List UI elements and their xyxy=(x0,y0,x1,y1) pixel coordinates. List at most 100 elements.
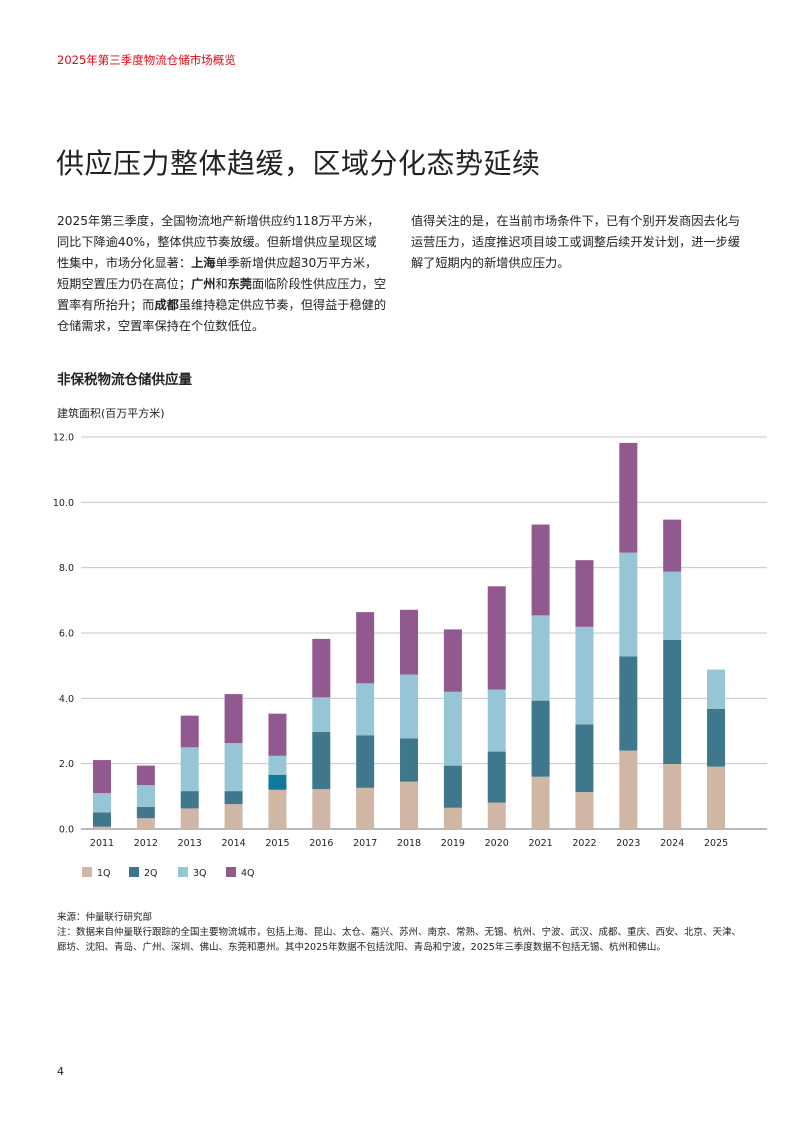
bar-segment-2013-3Q xyxy=(180,747,199,792)
x-tick-label: 2011 xyxy=(90,838,114,849)
source-text: 来源：仲量联行研究部 xyxy=(57,912,153,923)
bar-segment-2023-4Q xyxy=(619,442,638,553)
y-axis-label: 建筑面积(百万平方米) xyxy=(57,407,165,420)
bar-segment-2020-2Q xyxy=(487,751,506,803)
x-tick-label: 2015 xyxy=(265,838,289,849)
paragraph-text: 面临阶段性供应压力，空置率有所抬升；而 xyxy=(57,277,387,312)
bar-segment-2025-3Q xyxy=(707,669,726,709)
y-tick-label: 4.0 xyxy=(59,694,74,705)
x-tick-label: 2023 xyxy=(616,838,640,849)
bar-segment-2019-1Q xyxy=(443,807,462,829)
bar-segment-2017-1Q xyxy=(356,787,375,829)
bar-segment-2011-3Q xyxy=(93,793,111,813)
report-header: 2025年第三季度物流仓储市场概览 xyxy=(57,53,236,67)
bar-segment-2014-2Q xyxy=(224,791,243,805)
bar-segment-2015-1Q xyxy=(268,789,287,829)
page-number: 4 xyxy=(57,1065,64,1078)
bar-segment-2019-3Q xyxy=(443,691,462,766)
bar-segment-2011-4Q xyxy=(93,760,111,794)
bar-segment-2017-4Q xyxy=(356,612,375,684)
bar-segment-2018-3Q xyxy=(400,674,419,739)
bar-segment-2013-4Q xyxy=(180,715,199,748)
bold-city-name: 成都 xyxy=(154,298,179,312)
bar-segment-2015-3Q xyxy=(268,755,287,775)
bar-segment-2012-4Q xyxy=(136,765,155,786)
legend-label: 1Q xyxy=(97,868,111,879)
bold-city-name: 东莞 xyxy=(227,277,252,291)
y-tick-label: 10.0 xyxy=(53,498,74,509)
legend-label: 2Q xyxy=(144,868,158,879)
x-tick-label: 2013 xyxy=(178,838,202,849)
bar-segment-2015-4Q xyxy=(268,713,287,756)
y-tick-label: 12.0 xyxy=(53,433,74,444)
paragraph-text: 2025年第三季度，全国物流地产新增供应约118万平方米，同比下降逾40%，整体… xyxy=(57,214,380,270)
bar-segment-2020-4Q xyxy=(487,586,506,690)
bar-segment-2021-4Q xyxy=(531,524,550,616)
y-tick-label: 6.0 xyxy=(59,629,74,640)
y-tick-label: 0.0 xyxy=(59,825,74,836)
bar-segment-2021-1Q xyxy=(531,776,550,829)
x-tick-label: 2021 xyxy=(529,838,553,849)
chart-title: 非保税物流仓储供应量 xyxy=(57,372,192,388)
x-tick-label: 2018 xyxy=(397,838,421,849)
bar-segment-2014-4Q xyxy=(224,694,243,744)
x-tick-label: 2025 xyxy=(704,838,728,849)
paragraph-text: 和 xyxy=(215,277,228,291)
bar-segment-2024-4Q xyxy=(663,519,682,572)
legend-label: 4Q xyxy=(241,868,255,879)
legend-swatch-4Q xyxy=(226,867,236,877)
bar-segment-2020-3Q xyxy=(487,689,506,752)
bar-segment-2013-1Q xyxy=(180,808,199,829)
bar-segment-2023-1Q xyxy=(619,750,638,829)
bar-segment-2022-3Q xyxy=(575,626,594,725)
bar-segment-2025-2Q xyxy=(707,708,726,767)
bold-city-name: 上海 xyxy=(191,256,216,270)
bar-segment-2011-1Q xyxy=(93,826,111,829)
bar-segment-2013-2Q xyxy=(180,791,199,809)
legend-swatch-2Q xyxy=(129,867,139,877)
bar-segment-2011-2Q xyxy=(93,812,111,827)
paragraph-left: 2025年第三季度，全国物流地产新增供应约118万平方米，同比下降逾40%，整体… xyxy=(57,211,387,337)
bar-segment-2018-4Q xyxy=(400,609,419,675)
bar-segment-2016-2Q xyxy=(312,731,331,790)
legend-swatch-3Q xyxy=(178,867,188,877)
bar-segment-2014-1Q xyxy=(224,804,243,829)
bar-segment-2023-3Q xyxy=(619,552,638,657)
note-text: 注：数据来自仲量联行跟踪的全国主要物流城市，包括上海、昆山、太仓、嘉兴、苏州、南… xyxy=(57,927,742,953)
bar-segment-2025-1Q xyxy=(707,766,726,829)
bar-segment-2017-2Q xyxy=(356,735,375,788)
bar-segment-2017-3Q xyxy=(356,683,375,736)
legend-swatch-1Q xyxy=(82,867,92,877)
bold-city-name: 广州 xyxy=(191,277,216,291)
y-tick-label: 2.0 xyxy=(59,759,74,770)
paragraph-right: 值得关注的是，在当前市场条件下，已有个别开发商因去化与运营压力，适度推迟项目竣工… xyxy=(411,214,741,270)
x-tick-label: 2017 xyxy=(353,838,377,849)
paragraph-text: 虽维持稳定供应节奏，但得益于稳健的仓储需求，空置率保持在个位数低位。 xyxy=(57,298,387,333)
source-notes: 来源：仲量联行研究部 注：数据来自仲量联行跟踪的全国主要物流城市，包括上海、昆山… xyxy=(57,910,747,955)
bar-segment-2012-1Q xyxy=(136,818,155,829)
x-tick-label: 2012 xyxy=(134,838,158,849)
bar-segment-2016-3Q xyxy=(312,697,331,732)
x-tick-label: 2024 xyxy=(660,838,684,849)
stacked-bar-chart: 0.0 2.0 4.0 6.0 8.0 10.0 12.0 2011 2012 2013 2014 2… xyxy=(53,433,767,879)
bar-segment-2023-2Q xyxy=(619,656,638,751)
bar-segment-2024-3Q xyxy=(663,571,682,640)
bar-segment-2016-1Q xyxy=(312,789,331,829)
bar-segment-2019-4Q xyxy=(443,629,462,692)
bar-segment-2012-2Q xyxy=(136,806,155,819)
paragraph-text: 单季新增供应超30万平方米，短期空置压力仍在高位； xyxy=(57,256,378,291)
bar-segment-2015-2Q xyxy=(268,774,287,790)
bar-segment-2018-2Q xyxy=(400,738,419,782)
legend-label: 3Q xyxy=(193,868,207,879)
bar-segment-2024-1Q xyxy=(663,763,682,829)
bar-segment-2021-3Q xyxy=(531,615,550,701)
bar-segment-2019-2Q xyxy=(443,765,462,808)
x-tick-label: 2022 xyxy=(572,838,596,849)
bar-segment-2022-2Q xyxy=(575,724,594,793)
bar-segment-2020-1Q xyxy=(487,802,506,829)
bar-segment-2022-4Q xyxy=(575,560,594,627)
page-title: 供应压力整体趋缓，区域分化态势延续 xyxy=(56,147,541,180)
bar-segment-2021-2Q xyxy=(531,700,550,777)
bar-segment-2018-1Q xyxy=(400,781,419,829)
y-tick-label: 8.0 xyxy=(59,563,74,574)
